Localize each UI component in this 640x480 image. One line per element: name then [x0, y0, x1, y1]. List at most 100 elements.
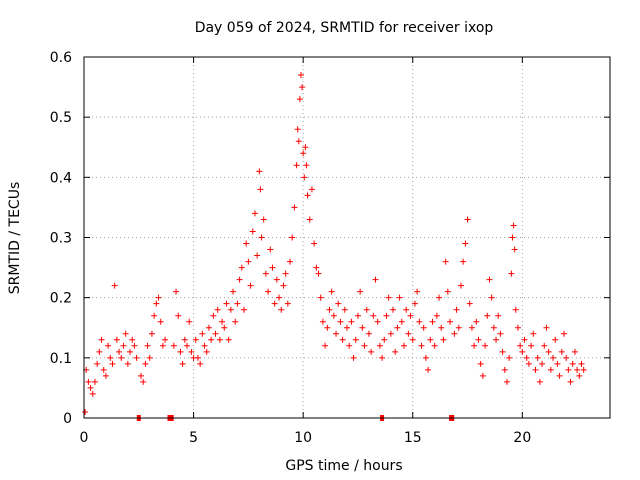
data-point: [416, 318, 423, 325]
data-point: [509, 234, 516, 241]
data-point: [348, 318, 355, 325]
data-point: [521, 336, 528, 343]
data-point: [407, 312, 414, 319]
data-point: [188, 348, 195, 355]
data-point: [303, 162, 310, 169]
data-point: [260, 216, 267, 223]
x-tick-label: 10: [294, 430, 312, 446]
data-point: [576, 372, 583, 379]
data-point: [523, 354, 530, 361]
data-point: [201, 342, 208, 349]
data-point: [479, 372, 486, 379]
data-point: [385, 294, 392, 301]
data-point: [420, 324, 427, 331]
y-tick-label: 0.2: [50, 291, 72, 307]
data-point: [339, 336, 346, 343]
data-point: [184, 342, 191, 349]
data-point: [436, 294, 443, 301]
data-point: [302, 144, 309, 151]
data-point: [105, 342, 112, 349]
data-point: [144, 342, 151, 349]
data-point: [574, 366, 581, 373]
data-point: [186, 318, 193, 325]
data-point: [451, 330, 458, 337]
data-point: [418, 342, 425, 349]
data-point: [289, 234, 296, 241]
data-point: [580, 366, 587, 373]
y-tick-label: 0.5: [50, 110, 72, 126]
data-point: [109, 360, 116, 367]
data-point: [392, 348, 399, 355]
data-point: [120, 342, 127, 349]
data-point: [394, 324, 401, 331]
data-point: [571, 348, 578, 355]
data-point: [517, 342, 524, 349]
data-point: [460, 258, 467, 265]
data-point: [486, 276, 493, 283]
data-point: [372, 276, 379, 283]
data-point: [262, 270, 269, 277]
data-point: [376, 342, 383, 349]
data-point: [497, 330, 504, 337]
y-tick-label: 0.4: [50, 170, 72, 186]
data-point: [530, 330, 537, 337]
data-point: [525, 360, 532, 367]
data-point: [484, 312, 491, 319]
x-axis-label: GPS time / hours: [285, 458, 402, 474]
data-point: [560, 330, 567, 337]
data-point: [464, 216, 471, 223]
data-point: [457, 282, 464, 289]
data-point: [116, 348, 123, 355]
data-point: [223, 300, 230, 307]
data-point: [300, 150, 307, 157]
data-point: [511, 246, 518, 253]
plot-frame: [83, 56, 611, 419]
data-point: [346, 342, 353, 349]
data-point: [466, 300, 473, 307]
data-point: [319, 318, 326, 325]
x-tick-label: 20: [513, 430, 531, 446]
data-point: [219, 318, 226, 325]
data-point: [203, 348, 210, 355]
data-point: [267, 246, 274, 253]
data-point: [82, 408, 89, 415]
data-point: [317, 294, 324, 301]
data-point: [352, 336, 359, 343]
data-point: [499, 348, 506, 355]
data-point: [245, 258, 252, 265]
data-point: [212, 330, 219, 337]
data-point: [328, 288, 335, 295]
x-tick-label: 5: [189, 430, 198, 446]
data-point: [431, 342, 438, 349]
data-point: [455, 324, 462, 331]
data-point: [324, 324, 331, 331]
data-point: [532, 366, 539, 373]
data-point: [442, 258, 449, 265]
x-tick-label: 0: [80, 430, 89, 446]
data-point: [361, 342, 368, 349]
data-point: [368, 348, 375, 355]
data-point: [519, 348, 526, 355]
data-point: [304, 192, 311, 199]
data-point: [359, 324, 366, 331]
data-point: [539, 360, 546, 367]
data-point: [284, 300, 291, 307]
data-point: [370, 312, 377, 319]
data-point: [227, 306, 234, 313]
data-point: [278, 306, 285, 313]
data-point: [175, 312, 182, 319]
data-point: [453, 306, 460, 313]
data-point: [170, 342, 177, 349]
data-point: [98, 336, 105, 343]
data-point: [344, 324, 350, 331]
data-point: [159, 342, 166, 349]
data-point: [433, 312, 440, 319]
data-point: [100, 366, 107, 373]
data-point: [107, 354, 114, 361]
data-point: [400, 342, 407, 349]
data-point: [205, 324, 212, 331]
data-point: [333, 330, 340, 337]
data-point: [326, 306, 333, 313]
data-point: [291, 204, 298, 211]
data-point: [265, 288, 272, 295]
